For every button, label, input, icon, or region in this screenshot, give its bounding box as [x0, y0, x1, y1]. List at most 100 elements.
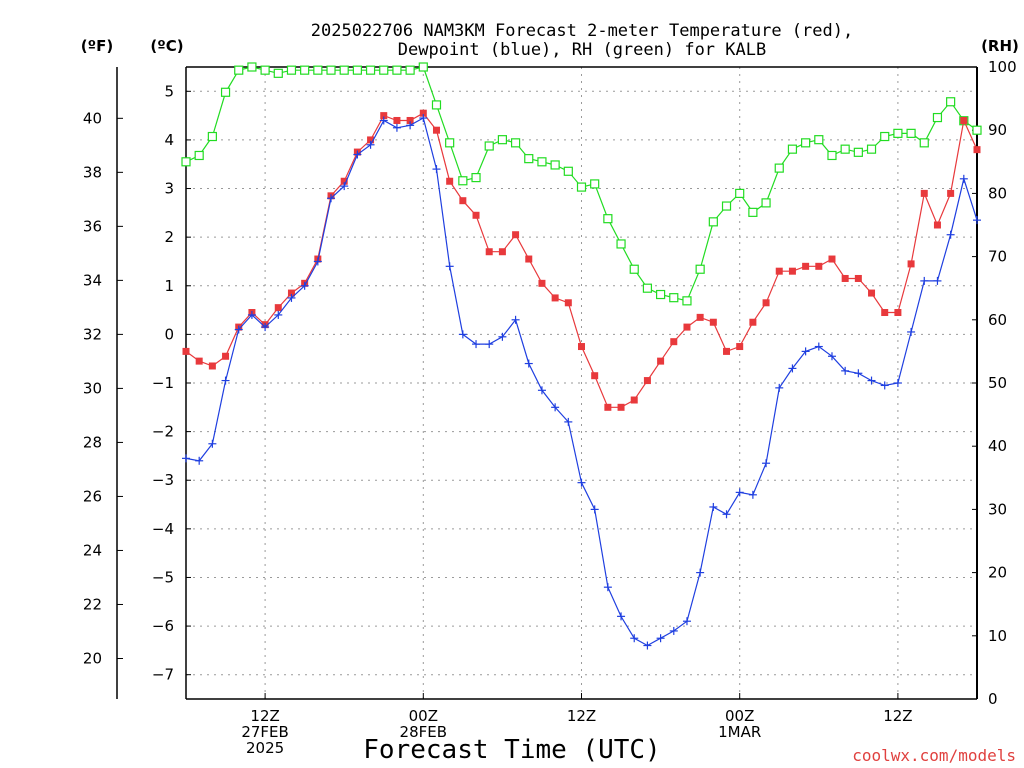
- x-tick-label: 00Z: [409, 707, 438, 725]
- rh-point: [537, 157, 547, 167]
- rh-point: [234, 65, 244, 75]
- rh-point: [853, 147, 863, 157]
- rh-point: [695, 264, 705, 274]
- celsius-tick-label: 1: [164, 277, 174, 295]
- temperature-point: [947, 189, 955, 197]
- dewpoint-line: [185, 117, 978, 647]
- dewpoint-point: [762, 459, 771, 468]
- dewpoint-point: [274, 310, 283, 319]
- fahrenheit-tick-label: 32: [83, 325, 102, 343]
- dewpoint-point: [498, 332, 507, 341]
- fahrenheit-tick-label: 26: [83, 487, 102, 505]
- temperature-point: [340, 177, 348, 185]
- dewpoint-point: [511, 315, 520, 324]
- rh-tick-label: 70: [988, 248, 1007, 266]
- rh-point: [392, 65, 402, 75]
- fahrenheit-tick-label: 28: [83, 433, 102, 451]
- rh-tick-label: 80: [988, 184, 1007, 202]
- temperature-point: [881, 309, 889, 317]
- rh-point: [616, 239, 626, 249]
- dewpoint-point: [709, 502, 718, 511]
- x-tick-label: 12Z: [883, 707, 912, 725]
- rh-point: [273, 68, 283, 78]
- rh-point: [431, 100, 442, 110]
- rh-tick-label: 60: [988, 311, 1007, 329]
- dewpoint-point: [617, 612, 626, 621]
- rh-point: [748, 207, 758, 217]
- dewpoint-point: [920, 276, 929, 285]
- rh-point: [827, 150, 837, 161]
- celsius-tick-label: −3: [152, 471, 174, 489]
- temperature-point: [604, 403, 612, 411]
- fahrenheit-tick-label: 20: [83, 649, 102, 667]
- dewpoint-point: [603, 583, 612, 592]
- rh-point: [405, 65, 415, 75]
- dewpoint-point: [841, 366, 850, 375]
- temperature-point: [868, 289, 876, 297]
- fahrenheit-tick-label: 24: [83, 541, 102, 559]
- chart-title-line: Dewpoint (blue), RH (green) for KALB: [398, 40, 766, 60]
- rh-point: [576, 182, 587, 192]
- dewpoint-point: [392, 123, 401, 132]
- series-rh: [181, 62, 982, 306]
- rh-point: [563, 166, 573, 176]
- dewpoint-point: [801, 347, 810, 356]
- dewpoint-point: [959, 174, 968, 183]
- temperature-point: [933, 221, 941, 229]
- celsius-tick-label: 2: [164, 228, 174, 246]
- dewpoint-point: [261, 323, 270, 332]
- rh-point: [932, 112, 943, 123]
- rh-point: [339, 65, 349, 75]
- temperature-point: [591, 372, 599, 380]
- x-axis-title: Forecast Time (UTC): [363, 735, 660, 765]
- rh-point: [220, 87, 231, 97]
- temperature-line: [185, 112, 978, 408]
- x-tick-label: 2025: [246, 739, 284, 757]
- rh-point: [300, 65, 310, 75]
- rh-point: [669, 293, 679, 303]
- celsius-tick-label: 3: [164, 180, 174, 198]
- dewpoint-point: [234, 325, 243, 334]
- dewpoint-point: [221, 376, 230, 385]
- temperature-point: [393, 116, 401, 124]
- rh-point: [603, 214, 613, 224]
- temperature-point: [657, 357, 665, 365]
- rh-point: [642, 283, 653, 293]
- dewpoint-point: [195, 456, 204, 465]
- rh-point: [721, 201, 732, 211]
- x-tick-label: 12Z: [250, 707, 279, 725]
- rh-point: [787, 144, 798, 154]
- dewpoint-point: [353, 150, 362, 159]
- dewpoint-point: [880, 381, 889, 390]
- dewpoint-point: [682, 617, 691, 626]
- temperature-point: [973, 146, 981, 154]
- rh-point: [919, 138, 929, 148]
- dewpoint-point: [406, 121, 415, 130]
- dewpoint-point: [867, 376, 876, 385]
- x-tick-label: 1MAR: [718, 723, 761, 741]
- temperature-point: [894, 309, 902, 317]
- rh-point: [458, 176, 468, 186]
- temperature-point: [723, 347, 731, 355]
- dewpoint-point: [630, 634, 639, 643]
- temperature-point: [432, 126, 440, 134]
- dewpoint-point: [643, 641, 652, 650]
- celsius-tick-label: −5: [152, 568, 174, 586]
- rh-point: [893, 128, 903, 138]
- rh-tick-label: 90: [988, 121, 1007, 139]
- dewpoint-point: [247, 310, 256, 319]
- dewpoint-point: [366, 140, 375, 149]
- temperature-point: [274, 304, 282, 312]
- fahrenheit-tick-label: 40: [83, 109, 102, 127]
- fahrenheit-tick-label: 34: [83, 271, 102, 289]
- dewpoint-point: [340, 182, 349, 191]
- dewpoint-point: [669, 626, 678, 635]
- series-dewpoint: [182, 114, 981, 650]
- axis-unit-labels: (ºF) (ºC) (RH): [81, 37, 1019, 55]
- rh-point: [590, 179, 600, 189]
- rh-point: [682, 296, 692, 306]
- rh-tick-label: 40: [988, 437, 1007, 455]
- dewpoint-point: [419, 114, 428, 123]
- grid: [186, 67, 977, 699]
